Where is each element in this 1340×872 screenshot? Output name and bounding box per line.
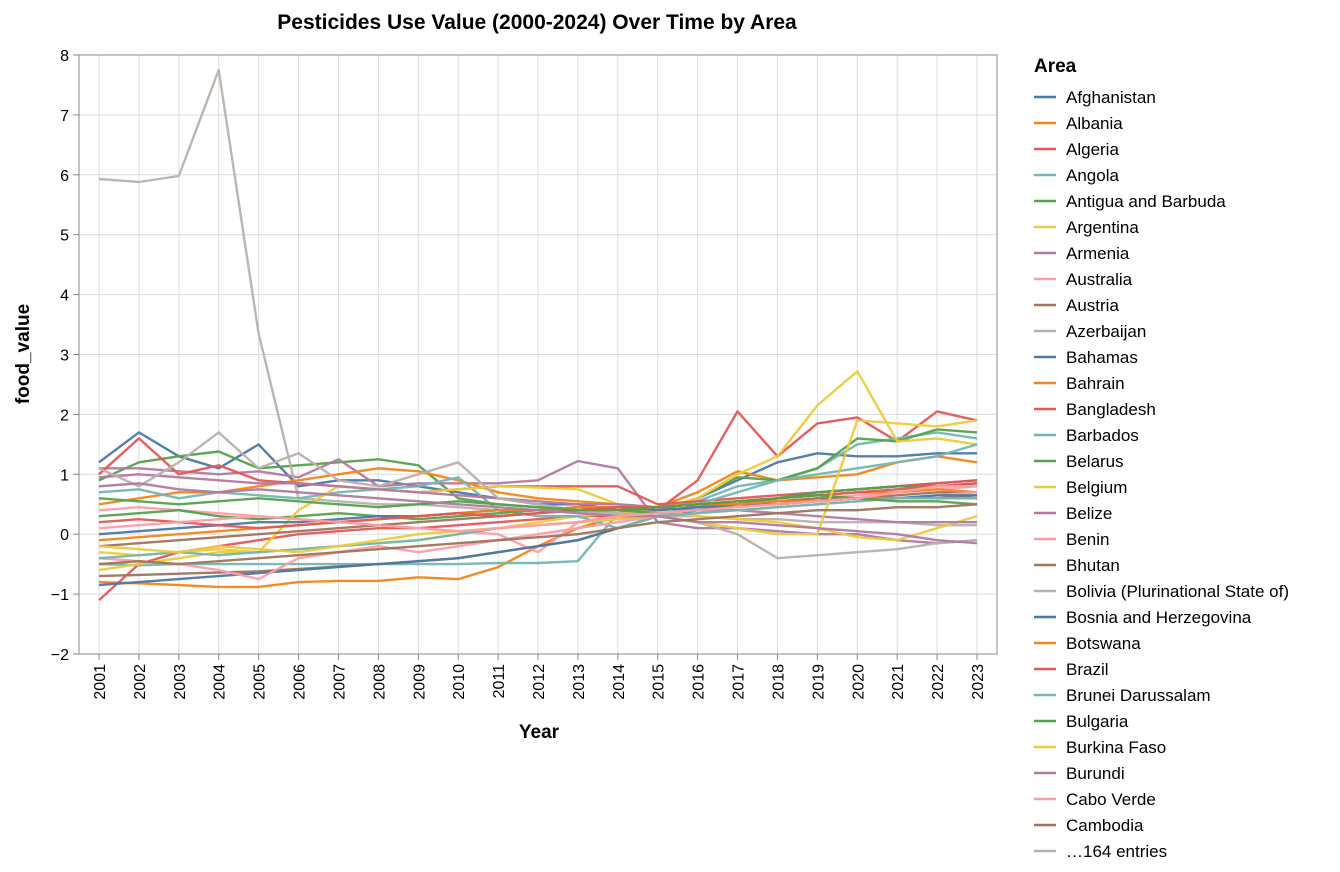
series-line-belize <box>98 473 977 524</box>
legend-label: Armenia <box>1066 244 1130 263</box>
legend-label: Cabo Verde <box>1066 790 1156 809</box>
x-tick-label: 2002 <box>132 664 149 700</box>
x-tick-label: 2011 <box>491 664 508 699</box>
series-line-belgium <box>98 485 978 557</box>
series-line-cabo-verde <box>98 485 977 533</box>
y-axis-title: food_value <box>13 304 34 404</box>
legend-label: Brazil <box>1066 660 1109 679</box>
legend-label: Australia <box>1066 270 1133 289</box>
x-tick-label: 2016 <box>691 664 708 700</box>
legend-label: Bangladesh <box>1066 400 1156 419</box>
series-line-angola <box>98 431 978 567</box>
x-tick-label: 2023 <box>970 664 987 700</box>
y-tick-label: 8 <box>60 48 69 65</box>
y-tick-label: 2 <box>60 407 69 424</box>
legend-label: Bulgaria <box>1066 712 1129 731</box>
legend-label: Bosnia and Herzegovina <box>1066 608 1252 627</box>
legend-more-entries: …164 entries <box>1066 842 1167 861</box>
legend-label: Austria <box>1066 296 1119 315</box>
y-tick-label: 5 <box>60 228 69 245</box>
y-tick-label: 0 <box>60 527 69 544</box>
series-line-burundi <box>98 482 978 545</box>
x-tick-label: 2021 <box>890 664 907 700</box>
legend-label: Albania <box>1066 114 1123 133</box>
y-tick-label: 6 <box>60 168 69 185</box>
legend: Area Afghanistan Albania Algeria Angola Anti… <box>1034 56 1289 861</box>
legend-label: Burkina Faso <box>1066 738 1166 757</box>
x-tick-label: 2010 <box>451 664 468 700</box>
legend-label: Bolivia (Plurinational State of) <box>1066 582 1289 601</box>
y-tick-label: −1 <box>51 587 69 604</box>
x-tick-label: 2020 <box>850 664 867 700</box>
y-tick-label: 7 <box>60 108 69 125</box>
legend-label: Bahrain <box>1066 374 1125 393</box>
x-tick-label: 2001 <box>92 664 109 700</box>
y-tick-label: 3 <box>60 348 69 365</box>
series-line-cambodia <box>98 503 978 566</box>
legend-label: Bahamas <box>1066 348 1138 367</box>
chart-title: Pesticides Use Value (2000-2024) Over Ti… <box>277 11 797 34</box>
series-line-algeria <box>98 410 978 601</box>
series-line-armenia <box>99 458 978 545</box>
x-tick-label: 2003 <box>172 664 189 700</box>
x-axis: 2001 2002 2003 2004 2005 2006 2007 2008 2009 2010… <box>92 654 987 700</box>
x-tick-label: 2013 <box>571 664 588 700</box>
series-line-bolivia-plurinational-state-of <box>98 431 978 560</box>
x-tick-label: 2007 <box>331 664 348 700</box>
y-tick-label: −2 <box>51 647 69 664</box>
legend-label: Antigua and Barbuda <box>1066 192 1226 211</box>
legend-label: Algeria <box>1066 140 1119 159</box>
legend-label: Belize <box>1066 504 1112 523</box>
x-tick-label: 2015 <box>651 664 668 700</box>
legend-label: Belarus <box>1066 452 1124 471</box>
x-tick-label: 2022 <box>930 664 947 700</box>
x-tick-label: 2019 <box>810 664 827 700</box>
x-tick-label: 2009 <box>411 664 428 700</box>
legend-label: Bhutan <box>1066 556 1120 575</box>
y-axis: −2 −1 0 1 2 3 4 5 6 7 8 <box>51 48 79 664</box>
x-tick-label: 2005 <box>252 664 269 700</box>
legend-label: Azerbaijan <box>1066 322 1146 341</box>
legend-label: Barbados <box>1066 426 1139 445</box>
x-tick-label: 2012 <box>531 664 548 700</box>
legend-label: Brunei Darussalam <box>1066 686 1211 705</box>
y-tick-label: 4 <box>60 288 69 305</box>
legend-title: Area <box>1034 56 1077 77</box>
legend-label: Botswana <box>1066 634 1141 653</box>
legend-label: Argentina <box>1066 218 1139 237</box>
legend-label: Belgium <box>1066 478 1127 497</box>
legend-label: Cambodia <box>1066 816 1144 835</box>
x-axis-title: Year <box>519 722 560 743</box>
series-line-barbados <box>98 443 978 530</box>
x-tick-label: 2018 <box>770 664 787 700</box>
x-tick-label: 2017 <box>731 664 748 700</box>
x-tick-label: 2004 <box>212 664 229 700</box>
legend-label: Afghanistan <box>1066 88 1156 107</box>
x-tick-label: 2014 <box>611 664 628 700</box>
legend-label: Burundi <box>1066 764 1125 783</box>
x-tick-label: 2006 <box>292 664 309 700</box>
x-tick-label: 2008 <box>371 664 388 700</box>
legend-label: Benin <box>1066 530 1109 549</box>
series-lines <box>98 68 978 601</box>
y-tick-label: 1 <box>60 467 69 484</box>
legend-label: Angola <box>1066 166 1119 185</box>
